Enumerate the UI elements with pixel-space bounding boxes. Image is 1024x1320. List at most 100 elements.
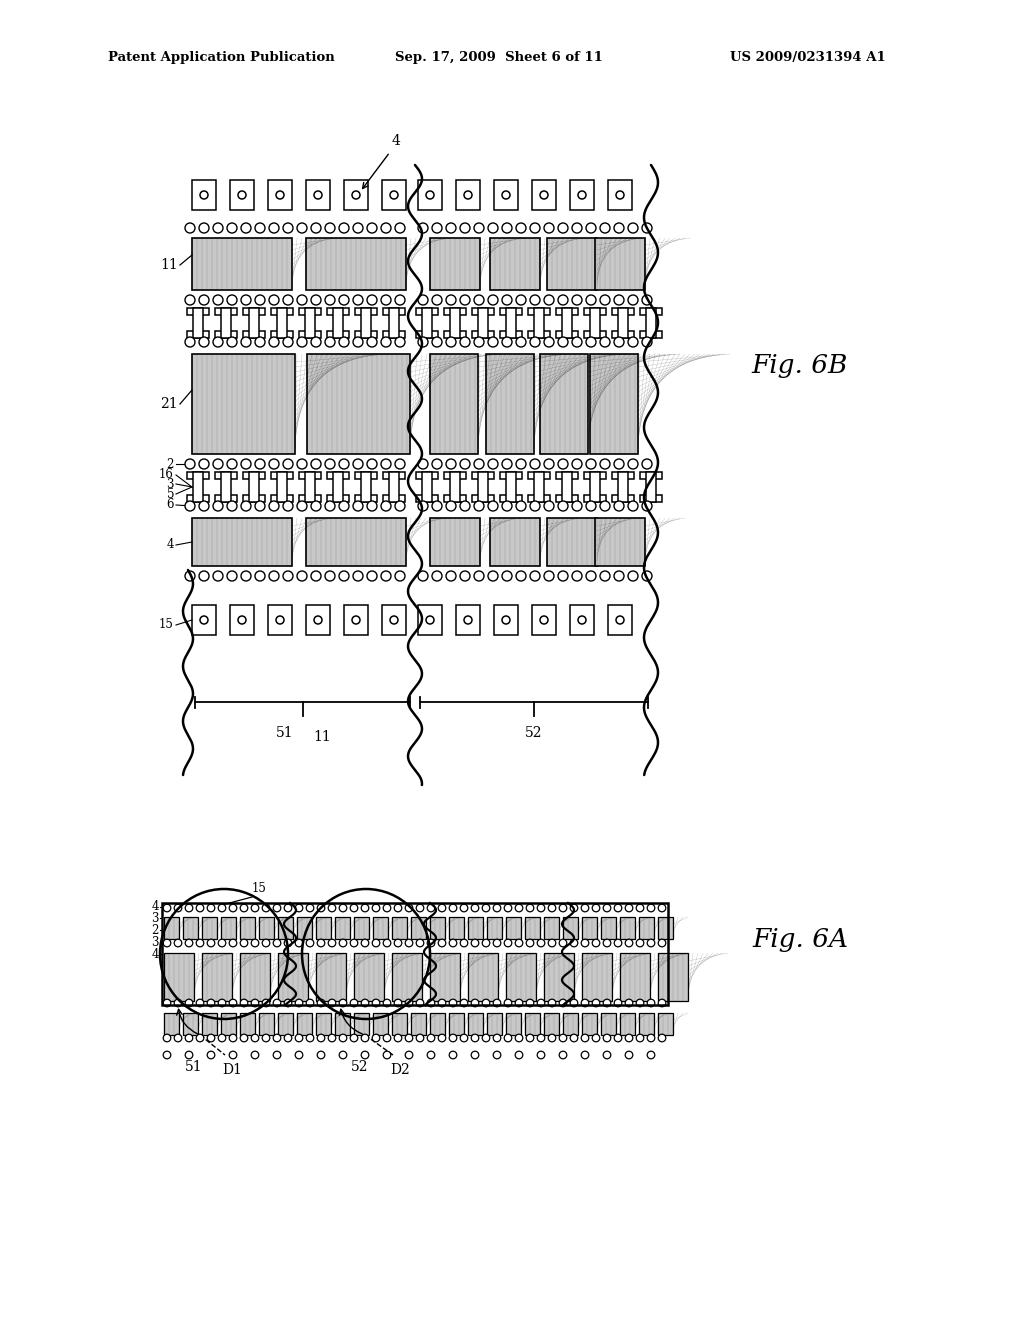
Circle shape	[460, 294, 470, 305]
Bar	[193, 605, 216, 635]
Circle shape	[647, 940, 654, 946]
Bar	[382, 605, 406, 635]
Bar	[187, 331, 209, 338]
Circle shape	[488, 502, 498, 511]
Circle shape	[273, 940, 281, 946]
Circle shape	[432, 223, 442, 234]
Bar	[193, 180, 216, 210]
Circle shape	[494, 999, 501, 1007]
Bar	[305, 308, 315, 338]
Circle shape	[603, 904, 610, 912]
Circle shape	[626, 904, 633, 912]
Circle shape	[241, 223, 251, 234]
Bar	[500, 495, 522, 502]
Circle shape	[558, 502, 568, 511]
Circle shape	[526, 999, 534, 1007]
Circle shape	[185, 940, 193, 946]
Circle shape	[438, 904, 445, 912]
Text: US 2009/0231394 A1: US 2009/0231394 A1	[730, 51, 886, 65]
Bar	[383, 331, 406, 338]
Text: 3: 3	[152, 912, 159, 924]
Circle shape	[572, 294, 582, 305]
Circle shape	[471, 999, 479, 1007]
Circle shape	[174, 1034, 182, 1041]
Circle shape	[383, 904, 391, 912]
Circle shape	[572, 223, 582, 234]
Circle shape	[367, 294, 377, 305]
Circle shape	[427, 940, 435, 946]
Circle shape	[238, 191, 246, 199]
Circle shape	[262, 904, 269, 912]
Bar	[243, 495, 265, 502]
Circle shape	[628, 502, 638, 511]
Circle shape	[544, 223, 554, 234]
Circle shape	[350, 1034, 357, 1041]
Bar	[243, 308, 265, 315]
Bar	[193, 517, 292, 566]
Circle shape	[185, 904, 193, 912]
Circle shape	[311, 572, 321, 581]
Bar	[278, 1012, 293, 1035]
Circle shape	[353, 572, 362, 581]
Text: 4: 4	[392, 135, 400, 148]
Circle shape	[482, 940, 489, 946]
Bar	[373, 917, 388, 939]
Bar	[590, 473, 600, 502]
Circle shape	[614, 999, 622, 1007]
Bar	[306, 180, 330, 210]
Bar	[392, 917, 407, 939]
Bar	[418, 180, 442, 210]
Bar	[640, 495, 662, 502]
Bar	[584, 331, 606, 338]
Bar	[500, 308, 522, 315]
Circle shape	[306, 940, 313, 946]
Bar	[383, 473, 406, 479]
Circle shape	[185, 502, 195, 511]
Text: 2: 2	[152, 924, 159, 936]
Bar	[193, 308, 203, 338]
Circle shape	[283, 337, 293, 347]
Bar	[278, 308, 287, 338]
Circle shape	[372, 940, 380, 946]
Bar	[430, 238, 480, 290]
Circle shape	[353, 294, 362, 305]
Circle shape	[273, 904, 281, 912]
Bar	[392, 953, 422, 1001]
Text: 4: 4	[167, 539, 174, 552]
Circle shape	[329, 940, 336, 946]
Circle shape	[471, 1051, 479, 1059]
Bar	[422, 308, 432, 338]
Circle shape	[418, 572, 428, 581]
Bar	[383, 308, 406, 315]
Circle shape	[530, 459, 540, 469]
Bar	[327, 473, 349, 479]
Circle shape	[406, 999, 413, 1007]
Circle shape	[446, 572, 456, 581]
Bar	[422, 473, 432, 502]
Circle shape	[474, 502, 484, 511]
Circle shape	[460, 940, 468, 946]
Circle shape	[207, 904, 215, 912]
Circle shape	[367, 502, 377, 511]
Circle shape	[174, 904, 182, 912]
Circle shape	[530, 223, 540, 234]
Circle shape	[269, 223, 279, 234]
Circle shape	[494, 940, 501, 946]
Circle shape	[383, 1034, 391, 1041]
Bar	[506, 473, 516, 502]
Bar	[618, 308, 628, 338]
Circle shape	[504, 904, 512, 912]
Circle shape	[642, 572, 652, 581]
Circle shape	[255, 502, 265, 511]
Circle shape	[199, 572, 209, 581]
Bar	[547, 238, 597, 290]
Circle shape	[283, 294, 293, 305]
Text: 15: 15	[252, 882, 267, 895]
Circle shape	[544, 572, 554, 581]
Circle shape	[314, 616, 322, 624]
Bar	[299, 473, 321, 479]
Bar	[389, 473, 399, 502]
Bar	[162, 903, 668, 1005]
Circle shape	[488, 572, 498, 581]
Circle shape	[383, 999, 391, 1007]
